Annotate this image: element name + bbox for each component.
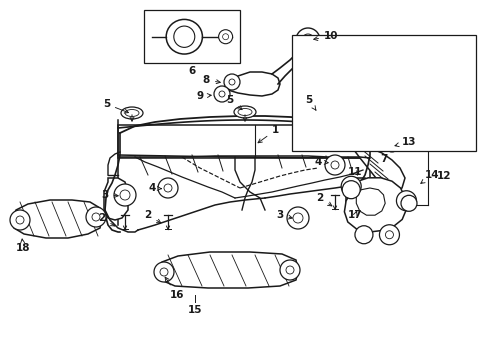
Circle shape <box>114 184 136 206</box>
Circle shape <box>384 138 398 152</box>
Text: 17: 17 <box>347 210 362 220</box>
Circle shape <box>86 207 106 227</box>
Ellipse shape <box>234 106 256 118</box>
Circle shape <box>330 161 338 169</box>
Circle shape <box>222 34 228 40</box>
Text: 5: 5 <box>226 95 242 110</box>
Circle shape <box>163 184 172 192</box>
Text: 14: 14 <box>420 170 439 183</box>
Circle shape <box>341 176 361 196</box>
Polygon shape <box>158 252 297 288</box>
Circle shape <box>354 226 372 244</box>
Text: 1: 1 <box>258 125 279 143</box>
Ellipse shape <box>166 19 202 54</box>
Circle shape <box>396 191 416 211</box>
Circle shape <box>295 28 319 52</box>
Text: 9: 9 <box>197 91 211 101</box>
Text: 8: 8 <box>203 75 220 85</box>
Bar <box>118 125 369 158</box>
Text: 15: 15 <box>187 305 202 315</box>
Circle shape <box>385 231 393 239</box>
Circle shape <box>218 30 232 44</box>
Circle shape <box>10 210 30 230</box>
Circle shape <box>160 268 168 276</box>
Circle shape <box>16 216 24 224</box>
Text: 4: 4 <box>148 183 161 193</box>
Text: 2: 2 <box>316 193 331 206</box>
Text: 2: 2 <box>98 213 115 226</box>
Circle shape <box>285 266 293 274</box>
Text: 13: 13 <box>394 137 416 147</box>
Circle shape <box>158 178 178 198</box>
Bar <box>144 10 239 63</box>
Circle shape <box>379 225 399 245</box>
Text: 18: 18 <box>16 239 30 253</box>
Circle shape <box>280 260 299 280</box>
Ellipse shape <box>306 106 328 118</box>
Polygon shape <box>353 144 404 192</box>
Circle shape <box>214 86 229 102</box>
Circle shape <box>224 74 240 90</box>
Circle shape <box>402 197 409 205</box>
Bar <box>292 35 475 151</box>
Polygon shape <box>222 72 280 96</box>
Text: 7: 7 <box>380 154 387 164</box>
Ellipse shape <box>310 108 325 116</box>
Circle shape <box>92 213 100 221</box>
Text: 2: 2 <box>144 210 161 223</box>
Circle shape <box>154 262 174 282</box>
Circle shape <box>388 142 394 148</box>
Text: 12: 12 <box>435 171 450 181</box>
Ellipse shape <box>121 107 142 119</box>
Text: 3: 3 <box>101 190 118 200</box>
Circle shape <box>286 207 308 229</box>
Circle shape <box>400 195 416 211</box>
Circle shape <box>219 91 224 97</box>
Circle shape <box>346 182 354 190</box>
Polygon shape <box>104 178 128 220</box>
Ellipse shape <box>238 108 251 116</box>
Text: 5: 5 <box>102 99 128 113</box>
Circle shape <box>120 190 130 200</box>
Text: 16: 16 <box>165 277 184 300</box>
Text: 5: 5 <box>305 95 315 110</box>
Text: 11: 11 <box>347 167 362 177</box>
Circle shape <box>342 181 360 199</box>
Polygon shape <box>344 178 406 232</box>
Circle shape <box>292 213 303 223</box>
Polygon shape <box>346 178 371 220</box>
Circle shape <box>228 79 235 85</box>
Circle shape <box>325 155 345 175</box>
Text: 4: 4 <box>314 157 327 167</box>
Text: 6: 6 <box>188 66 195 76</box>
Ellipse shape <box>173 26 194 48</box>
Circle shape <box>302 34 313 46</box>
Ellipse shape <box>125 109 139 117</box>
Text: 3: 3 <box>276 210 292 220</box>
Polygon shape <box>356 188 385 215</box>
Polygon shape <box>12 200 102 238</box>
Text: 10: 10 <box>313 31 338 41</box>
